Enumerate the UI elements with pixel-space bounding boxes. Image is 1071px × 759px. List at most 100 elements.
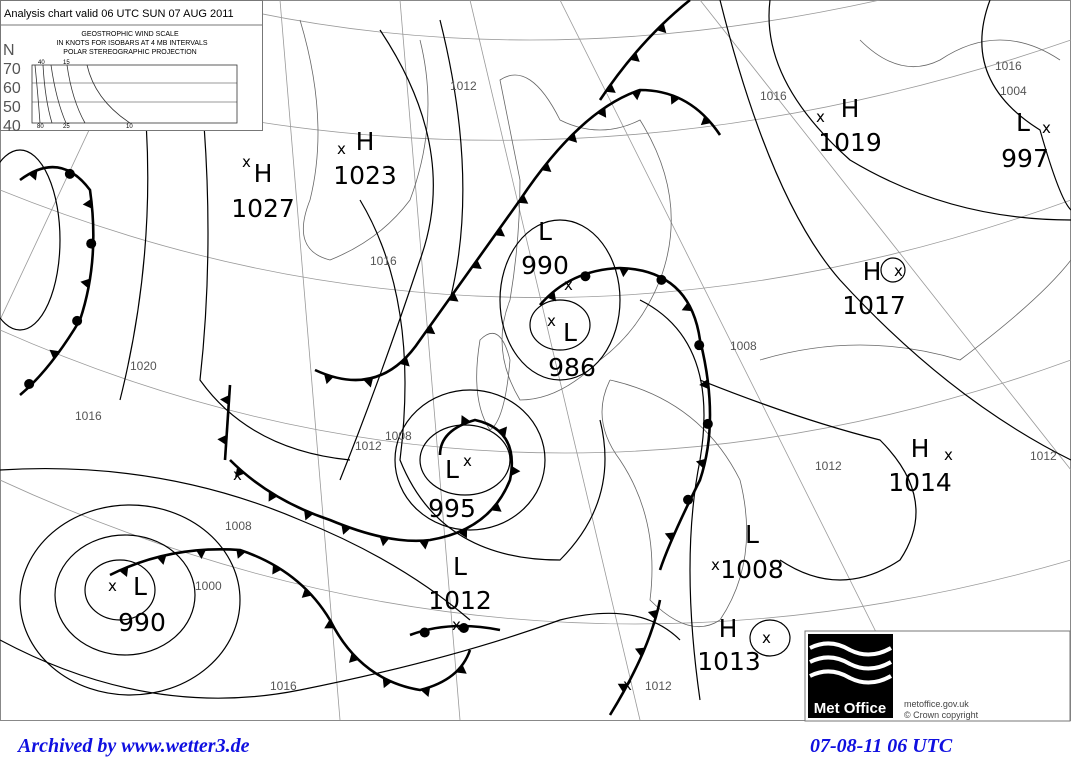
svg-text:1012: 1012: [428, 586, 492, 615]
cold-front-triangle: [304, 510, 314, 521]
cold-front-triangle: [196, 549, 207, 559]
cold-front-triangle: [80, 278, 91, 289]
cold-front-triangle: [700, 115, 711, 126]
pressure-centre-high: H 1013: [697, 614, 761, 676]
isobars: [0, 0, 1071, 701]
cold-front-triangle: [324, 374, 334, 385]
cold-front-triangle: [382, 677, 392, 689]
cold-front-triangle: [235, 467, 245, 478]
isobar-label: 1020: [130, 359, 157, 373]
svg-text:10: 10: [126, 124, 133, 130]
cold-front-triangle: [419, 539, 430, 550]
warm-front-semicircle: [419, 627, 430, 638]
svg-text:40: 40: [3, 118, 21, 135]
svg-text:x: x: [337, 140, 346, 158]
cold-front-triangle: [458, 527, 468, 539]
pressure-centre-high: H 1023: [333, 127, 397, 190]
cold-front-triangle: [456, 664, 467, 674]
pressure-centre-low: L 986: [548, 318, 596, 382]
svg-text:x: x: [233, 466, 242, 484]
svg-text:990: 990: [521, 251, 569, 280]
isobar-label: 1012: [450, 79, 477, 93]
cold-front: [223, 384, 232, 461]
cold-front-triangle: [220, 394, 230, 405]
svg-text:L: L: [453, 552, 467, 581]
cold-front-triangle: [49, 349, 60, 360]
isobar-label: 1016: [270, 679, 297, 693]
svg-text:997: 997: [1001, 144, 1049, 173]
svg-text:x: x: [894, 262, 903, 280]
svg-text:L: L: [1016, 108, 1030, 137]
copyright: © Crown copyright: [904, 710, 979, 720]
isobar-label: 1016: [370, 254, 397, 268]
latitude-unit: N: [3, 42, 15, 59]
cold-front-triangle: [118, 566, 129, 578]
pressure-centre-low: L 1008: [720, 520, 784, 584]
svg-text:H: H: [863, 257, 882, 286]
isobar-label: 1008: [730, 339, 757, 353]
svg-text:1013: 1013: [697, 647, 761, 676]
cold-front-triangle: [272, 564, 282, 575]
pressure-centre-high: H 1014: [888, 434, 952, 497]
cold-front-triangle: [518, 194, 529, 204]
svg-text:990: 990: [118, 608, 166, 637]
warm-front-semicircle: [656, 274, 667, 285]
isobar-label: 1008: [225, 519, 252, 533]
svg-text:1017: 1017: [842, 291, 906, 320]
archive-credit-link[interactable]: Archived by www.wetter3.de: [18, 735, 250, 757]
cold-front-triangle: [605, 83, 616, 93]
chart-title-box: Analysis chart valid 06 UTC SUN 07 AUG 2…: [0, 0, 263, 135]
svg-text:x: x: [762, 629, 771, 647]
isobar-label: 1012: [355, 439, 382, 453]
cold-front-triangle: [82, 198, 93, 209]
cold-front-triangle: [494, 227, 506, 237]
cold-front-triangle: [541, 162, 552, 172]
svg-text:L: L: [538, 217, 552, 246]
cold-front-triangle: [617, 683, 629, 693]
cold-front-triangle: [631, 90, 642, 101]
svg-text:x: x: [564, 276, 573, 294]
warm-front-semicircle: [702, 418, 713, 429]
cold-front: [109, 548, 472, 692]
svg-text:70: 70: [3, 61, 21, 78]
fronts: [19, 0, 722, 716]
legend-projection: POLAR STEREOGRAPHIC PROJECTION: [63, 49, 196, 56]
pressure-centres: H 1027 H 1023 H 1019 L 997 L 990 L 986 H 1017 H…: [108, 94, 1051, 694]
logo-url: metoffice.gov.uk: [904, 699, 969, 709]
cold-front-triangle: [28, 170, 38, 181]
cold-front-triangle: [324, 619, 335, 629]
svg-text:x: x: [108, 577, 117, 595]
svg-text:x: x: [711, 556, 720, 574]
svg-text:L: L: [745, 520, 759, 549]
svg-text:x: x: [463, 452, 472, 470]
svg-text:60: 60: [3, 80, 21, 97]
svg-text:L: L: [445, 455, 459, 484]
synoptic-chart: 1012 1008 1016 1020 1016 1008 1012 1012 …: [0, 0, 1071, 722]
cold-front-triangle: [511, 465, 521, 476]
svg-text:x: x: [452, 616, 461, 634]
cold-front-triangle: [699, 379, 709, 390]
svg-text:80: 80: [37, 124, 44, 130]
warm-front-semicircle: [580, 271, 591, 282]
cold-front-triangle: [695, 458, 706, 469]
warm-front-semicircle: [86, 238, 97, 249]
svg-text:L: L: [563, 318, 577, 347]
logo-text: Met Office: [814, 700, 887, 717]
cold-front-triangle: [497, 426, 508, 437]
pressure-centre-high: H 1017: [842, 257, 906, 320]
cold-front-triangle: [471, 259, 482, 270]
svg-text:50: 50: [3, 99, 21, 116]
cold-front-triangle: [491, 502, 502, 512]
cold-front-triangle: [156, 555, 167, 565]
cold-front: [229, 418, 514, 543]
warm-front-semicircle: [64, 168, 75, 179]
cold-front-triangle: [634, 647, 646, 657]
cold-front-triangle: [268, 491, 278, 502]
svg-text:H: H: [356, 127, 375, 156]
cold-front-triangle: [363, 377, 374, 388]
svg-text:H: H: [254, 159, 273, 188]
chart-timestamp: 07-08-11 06 UTC: [810, 735, 953, 757]
warm-front-semicircle: [72, 315, 83, 326]
cold-front-triangle: [399, 356, 410, 367]
warm-front-semicircle: [24, 378, 35, 389]
